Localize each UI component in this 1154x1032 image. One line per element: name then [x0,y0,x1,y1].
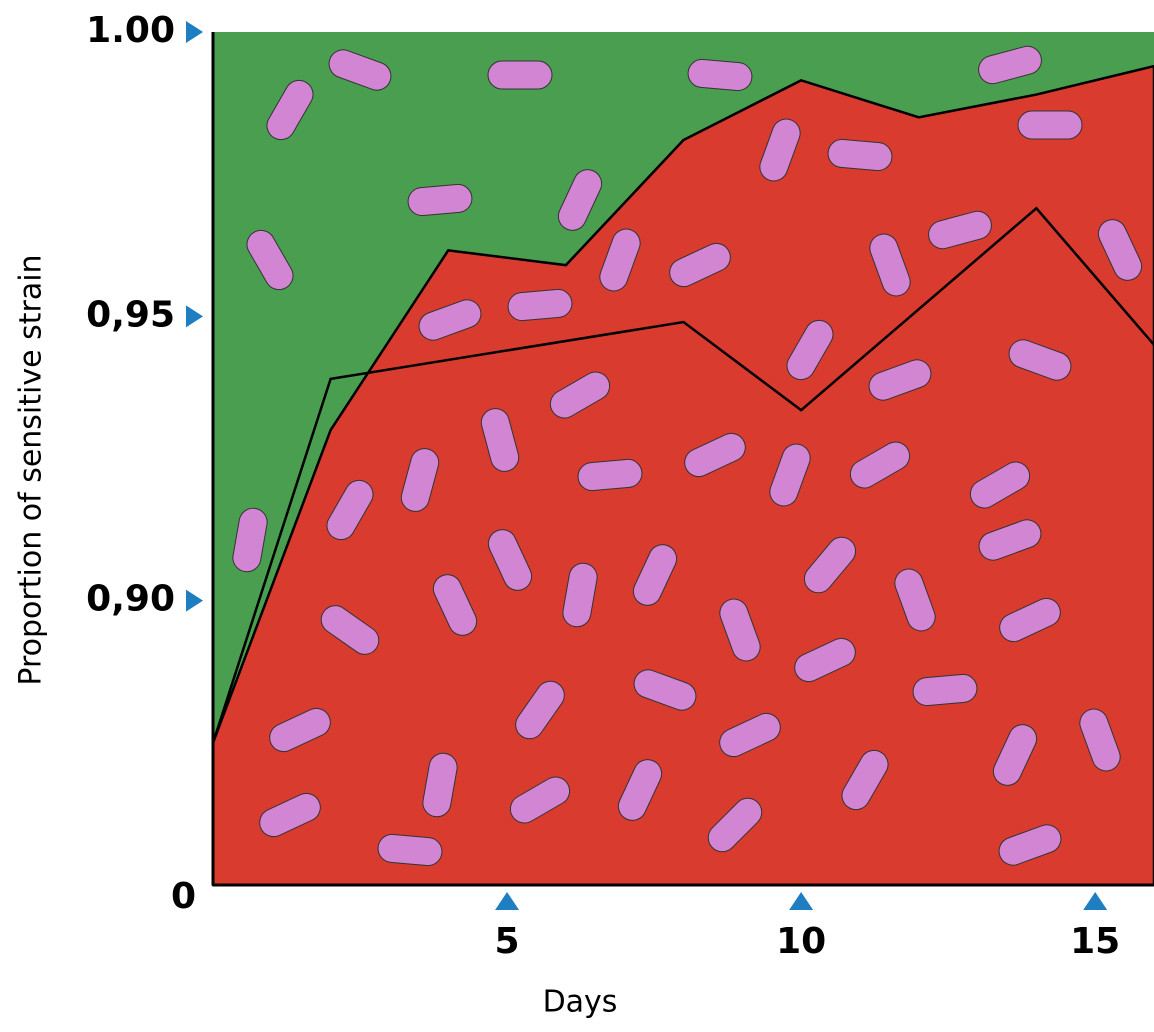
bacterium [418,299,482,341]
bacterium [687,58,753,92]
bacterium [1097,219,1143,281]
bacterium [269,707,331,753]
y-axis-title: Proportion of sensitive strain [14,254,49,685]
bacterium [1008,339,1072,381]
bacterium [786,319,834,381]
bacterium [326,479,374,541]
bacterium [266,79,314,141]
bacterium [794,637,856,683]
bacterium [719,712,781,758]
x-tick-label: 15 [1070,921,1120,962]
bacterium [827,138,893,172]
y-tick-marker [186,305,203,328]
bacterium [400,448,440,512]
bacterium [868,359,932,401]
bacterium [557,169,603,231]
bacterium [328,49,392,91]
y-tick-marker [186,21,203,43]
x-tick-label: 5 [495,921,520,962]
bacterium [707,797,763,853]
bacterium [377,833,443,867]
x-tick-marker [495,892,520,910]
bacterium [577,458,643,492]
bacterium [432,574,478,636]
x-tick-marker [789,892,814,910]
x-tick-marker [1083,892,1108,910]
y-origin-label: 0 [171,876,196,917]
bacterium [719,598,761,662]
bacterium [549,371,611,419]
bacterium [320,605,380,655]
bacterium [669,242,731,288]
bacterium [978,45,1042,85]
bacterium [894,568,936,632]
bacterium [999,597,1061,643]
bacterium [232,507,268,573]
y-tick-marker [186,589,203,612]
bacterium [928,210,992,250]
bacterium [507,288,573,322]
y-tick-label: 0,90 [86,579,175,620]
bacterium [759,118,801,182]
bacterium [803,536,857,594]
bacterium [487,529,533,591]
bacterium [509,776,571,824]
bacterium [487,60,553,90]
plot [211,32,1154,887]
bacterium [992,724,1038,786]
bacterium [849,441,911,489]
bacterium [422,752,458,818]
bacterium [246,229,294,291]
x-tick-label: 10 [776,921,826,962]
line [211,206,1154,744]
x-axis-title: Days [543,985,618,1020]
bacterium [969,461,1031,509]
bacterium [912,673,978,707]
bacterium [978,519,1042,561]
bacterium [769,443,811,507]
bacterium [684,432,746,478]
bacterium [633,669,697,711]
bacterium [562,562,598,628]
bacterium [617,759,663,821]
bacterium [1017,110,1083,140]
bacterium [841,749,889,811]
bacterium [869,233,911,297]
bacterium [998,824,1062,866]
bacterium [480,408,520,472]
bacterium [599,228,641,292]
bacterium [407,183,473,217]
bacterium [515,680,565,740]
bacterium [1079,708,1121,772]
bacterium [632,544,678,606]
y-tick-label: 0,95 [86,294,175,335]
bacterium [259,792,321,838]
y-tick-label: 1.00 [86,10,175,51]
